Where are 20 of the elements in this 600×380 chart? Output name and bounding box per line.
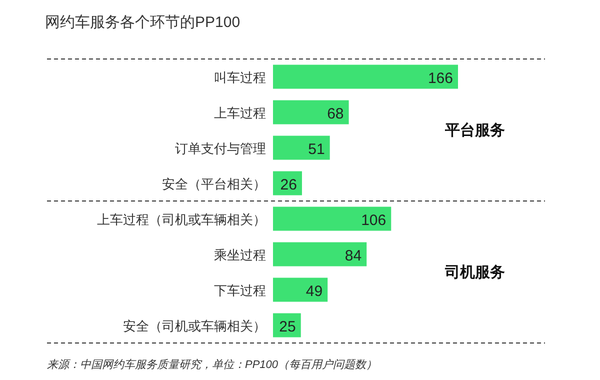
data-label: 106 (361, 212, 386, 229)
category-label: 上车过程（司机或车辆相关） (97, 212, 266, 227)
category-label: 乘坐过程 (214, 247, 266, 262)
data-label: 49 (306, 282, 323, 300)
data-label: 84 (344, 247, 362, 264)
data-label: 26 (280, 176, 297, 194)
title: 网约车服务各个环节的PP100 (45, 14, 240, 31)
category-label: 安全（司机或车辆相关） (123, 318, 266, 334)
annotation: 来源：中国网约车服务质量研究，单位：PP100（每百用户问题数） (47, 359, 378, 371)
data-label: 68 (327, 105, 344, 122)
data-label: 51 (308, 140, 325, 158)
category-label: 叫车过程 (214, 70, 266, 85)
annotation: 司机服务 (445, 264, 505, 281)
category-label: 下车过程 (214, 282, 266, 298)
data-label: 25 (279, 318, 296, 336)
data-label: 166 (428, 70, 453, 87)
annotation: 平台服务 (445, 122, 505, 139)
category-label: 安全（平台相关） (162, 176, 266, 192)
category-label: 订单支付与管理 (175, 140, 266, 156)
category-label: 上车过程 (214, 105, 266, 120)
